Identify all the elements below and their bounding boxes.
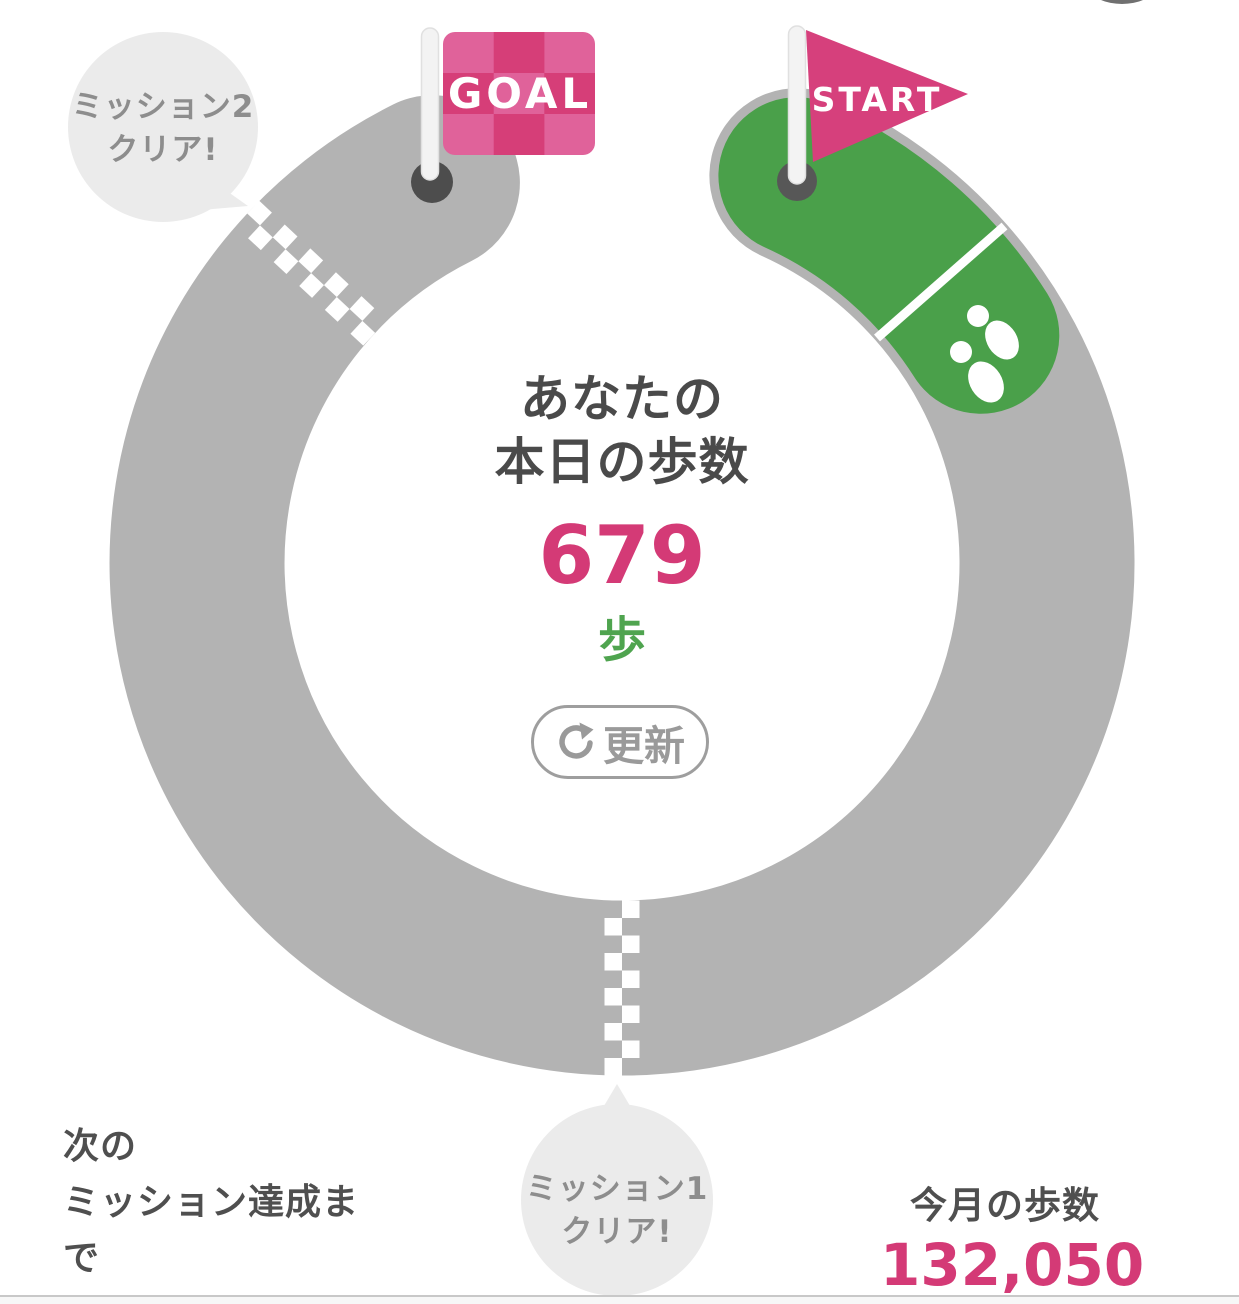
next-mission-stat: 次の ミッション達成まで 2,321 — [63, 1119, 385, 1304]
start-flag: START — [777, 25, 968, 201]
monthly-steps-stat: 今月の歩数 132,050 — [880, 1184, 1145, 1299]
ring-progress — [718, 97, 1060, 414]
update-button-label: 更新 — [603, 722, 685, 770]
mission1-checkpoint — [604, 900, 640, 1076]
mission2-bubble — [68, 32, 258, 222]
refresh-icon — [559, 722, 594, 759]
today-steps-label: あなたの 本日の歩数 — [322, 368, 922, 494]
mission1-bubble-text: ミッション1 クリア! — [502, 1168, 732, 1254]
today-steps-unit: 歩 — [597, 612, 646, 668]
start-flag-pole — [787, 25, 807, 185]
monthly-steps-label: 今月の歩数 — [910, 1184, 1100, 1227]
goal-flag-cloth — [443, 32, 595, 155]
next-mission-label-line1: 次の — [63, 1126, 138, 1167]
monthly-steps-value: 132,050 — [880, 1231, 1145, 1299]
progress-segment-divider — [874, 222, 1008, 342]
mission2-bubble-line1: ミッション2 — [71, 89, 255, 125]
mission2-bubble-line2: クリア! — [107, 132, 219, 168]
goal-flag-label: GOAL — [448, 69, 592, 118]
today-steps-value: 679 — [538, 509, 706, 602]
mission1-bubble-line1: ミッション1 — [525, 1171, 709, 1207]
mission2-checkpoint — [247, 200, 376, 346]
start-flag-label: START — [812, 80, 943, 119]
today-steps-label-line1: あなたの — [520, 370, 724, 428]
mission1-bubble-line2: クリア! — [561, 1214, 673, 1250]
goal-flag: GOAL — [411, 27, 595, 203]
card-bottom-divider — [0, 1295, 1239, 1304]
top-edge-clipped-circle — [1101, 0, 1143, 4]
today-steps-label-line2: 本日の歩数 — [494, 433, 750, 491]
mission1-bubble — [521, 1084, 713, 1296]
goal-flag-pole — [420, 27, 440, 181]
update-button[interactable]: 更新 — [531, 705, 709, 779]
footprints-icon — [950, 305, 1019, 403]
next-mission-label-line2: ミッション達成まで — [63, 1182, 360, 1279]
mission2-bubble-text: ミッション2 クリア! — [48, 86, 278, 172]
start-flag-pennant — [806, 30, 968, 162]
